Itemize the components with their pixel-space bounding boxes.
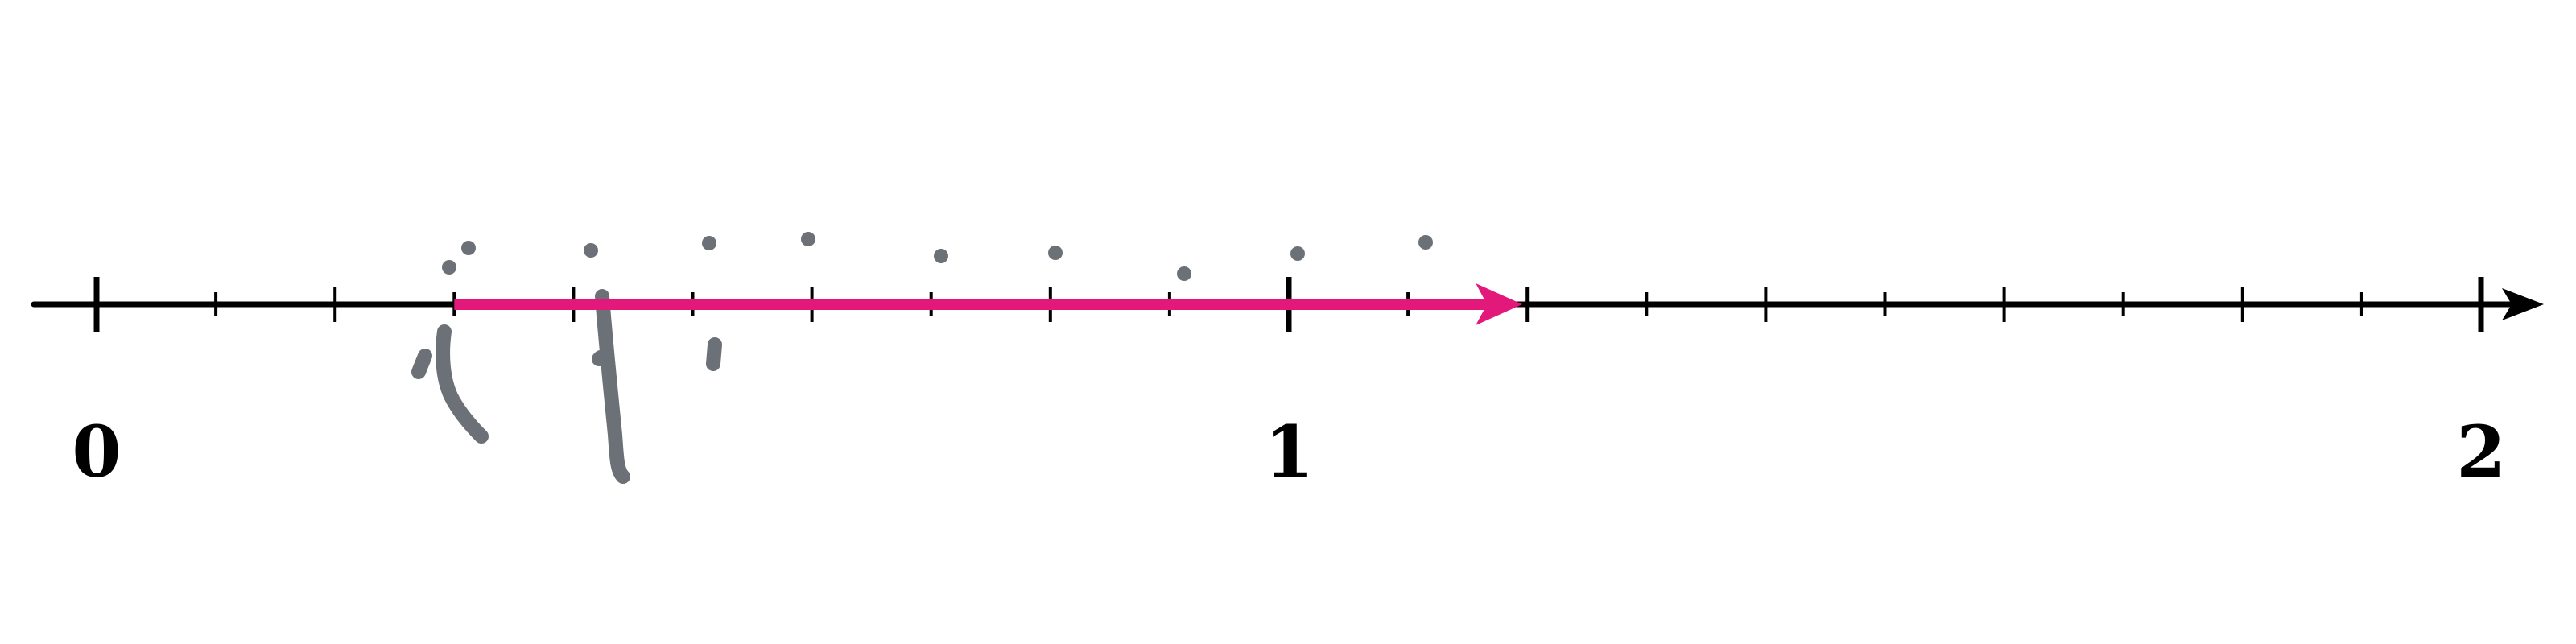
sketch-dot bbox=[584, 243, 598, 258]
jump-arrow bbox=[454, 283, 1523, 325]
sketch-stroke bbox=[592, 350, 608, 366]
tick-label-0: 0 bbox=[72, 410, 121, 493]
tick-label-2: 2 bbox=[2456, 410, 2505, 493]
handwritten-marks bbox=[411, 232, 1433, 484]
axis-labels: 0 1 2 bbox=[72, 410, 2505, 493]
sketch-dot bbox=[1177, 266, 1191, 281]
tick-label-1: 1 bbox=[1264, 410, 1313, 493]
sketch-stroke bbox=[706, 337, 722, 371]
axis-arrowhead bbox=[2502, 288, 2544, 320]
sketch-stroke bbox=[436, 324, 489, 444]
sketch-dot bbox=[442, 260, 456, 275]
sketch-stroke bbox=[595, 289, 630, 484]
sketch-dot bbox=[934, 249, 948, 263]
sketch-dot bbox=[1290, 246, 1305, 261]
sketch-dot bbox=[801, 232, 815, 246]
jump-arrowhead bbox=[1476, 283, 1523, 325]
sketch-dot bbox=[1048, 246, 1063, 260]
sketch-stroke bbox=[411, 349, 432, 379]
sketch-dot bbox=[702, 236, 716, 250]
sketch-dot bbox=[461, 241, 476, 255]
sketch-dot bbox=[1418, 235, 1433, 250]
